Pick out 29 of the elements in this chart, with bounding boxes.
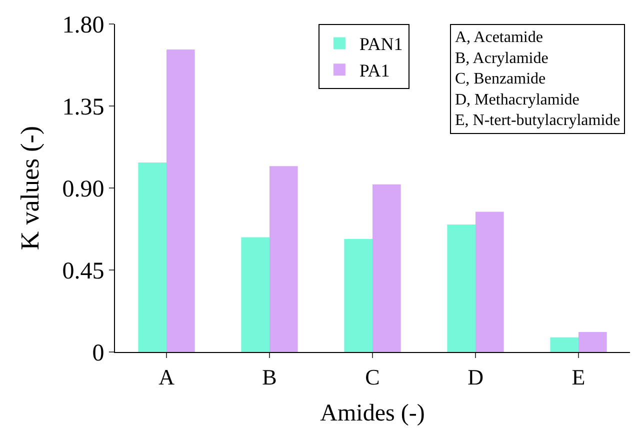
bar [476, 212, 504, 352]
bar [344, 239, 372, 352]
x-axis-title: Amides (-) [320, 400, 425, 427]
y-tick-label: 0.90 [62, 176, 104, 202]
x-tick-label: D [468, 364, 484, 390]
bar [578, 332, 607, 352]
annotation: A, Acetamide [455, 29, 543, 46]
x-tick-label: B [262, 364, 277, 390]
annotation: B, Acrylamide [455, 50, 548, 67]
y-axis-title: K values (-) [16, 126, 45, 250]
bar [166, 50, 195, 352]
legend-label: PA1 [359, 60, 390, 81]
bar [241, 237, 270, 352]
x-tick-label: A [158, 364, 175, 390]
bar [372, 184, 401, 352]
x-tick-label: C [365, 364, 380, 390]
y-tick-label: 0 [92, 340, 104, 366]
annotation: E, N-tert-butylacrylamide [455, 112, 620, 130]
y-tick-label: 1.80 [62, 12, 104, 38]
annotation: D, Methacrylamide [455, 91, 580, 108]
x-tick-label: E [572, 364, 586, 390]
y-tick-label: 0.45 [62, 258, 104, 284]
bar [270, 166, 298, 352]
legend-label: PAN1 [359, 34, 403, 54]
bar [138, 162, 166, 352]
bar [550, 337, 578, 352]
annotation: C, Benzamide [455, 70, 546, 88]
bar [447, 224, 476, 352]
y-tick-label: 1.35 [62, 94, 104, 120]
